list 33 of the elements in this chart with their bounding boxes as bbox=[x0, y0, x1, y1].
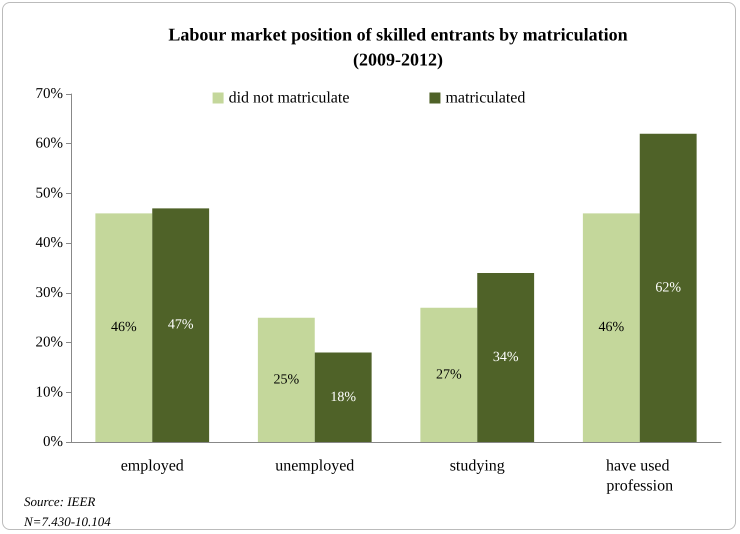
x-tick-label: unemployed bbox=[275, 458, 354, 474]
text: N=7.430-10.104 bbox=[24, 513, 111, 531]
bar bbox=[477, 272, 534, 442]
bar bbox=[95, 213, 152, 442]
y-tick-label: 20% bbox=[36, 334, 63, 351]
data-label: 47% bbox=[168, 318, 194, 333]
source-note: Source: IEER bbox=[24, 493, 96, 511]
x-tick-label: have used profession bbox=[606, 458, 674, 494]
bar bbox=[152, 208, 210, 442]
y-tick-label: 50% bbox=[36, 185, 63, 202]
y-tick-label: 60% bbox=[36, 136, 63, 152]
data-label: 46% bbox=[598, 320, 624, 336]
y-tick-label: 30% bbox=[36, 284, 63, 301]
y-tick-label: 70% bbox=[36, 86, 63, 102]
bar bbox=[258, 318, 315, 442]
bar bbox=[420, 308, 478, 442]
data-label: 27% bbox=[436, 367, 462, 382]
legend-label: matriculated bbox=[445, 90, 526, 106]
bar bbox=[640, 134, 697, 442]
bar bbox=[314, 352, 372, 442]
y-tick-label: 0% bbox=[43, 434, 63, 450]
data-label: 34% bbox=[492, 350, 519, 365]
x-tick-label: studying bbox=[450, 458, 505, 474]
chart-title: Labour market position of skilled entrants by matriculation (2009-2012) bbox=[168, 24, 628, 70]
data-label: 18% bbox=[330, 390, 356, 405]
data-label: 46% bbox=[110, 320, 137, 336]
bar bbox=[582, 213, 640, 442]
x-tick-label: employed bbox=[120, 458, 184, 474]
y-tick-label: 40% bbox=[36, 235, 63, 252]
y-tick-label: 10% bbox=[36, 384, 63, 400]
data-label: 25% bbox=[273, 372, 300, 388]
legend-label: did not matriculate bbox=[228, 90, 350, 106]
data-label: 62% bbox=[655, 280, 682, 296]
